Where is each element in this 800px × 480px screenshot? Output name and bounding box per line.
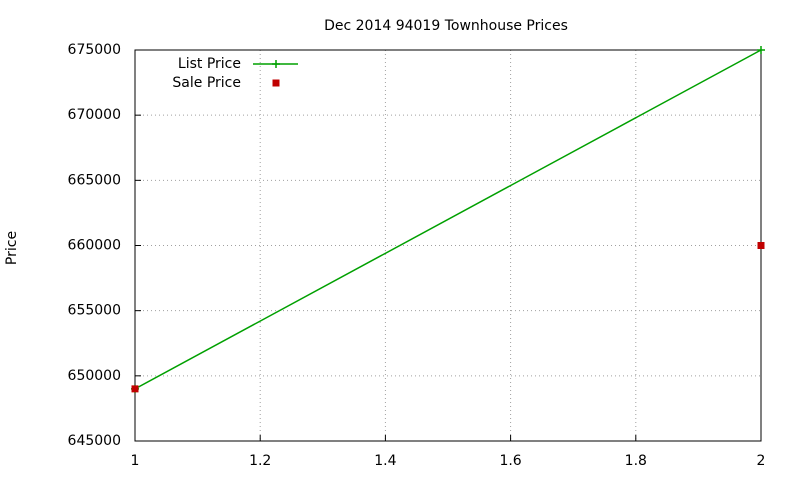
series-line <box>134 49 762 390</box>
y-tick-label: 675000 <box>68 42 121 58</box>
point <box>757 46 765 54</box>
y-tick-label: 670000 <box>68 107 121 123</box>
legend-swatch <box>272 60 280 68</box>
y-axis-label: Price <box>4 231 20 265</box>
legend-label: Sale Price <box>172 75 241 91</box>
chart-title: Dec 2014 94019 Townhouse Prices <box>324 18 568 34</box>
x-tick-label: 2 <box>757 453 766 469</box>
y-tick-label: 645000 <box>68 433 121 449</box>
y-tick-label: 665000 <box>68 172 121 188</box>
x-tick-label: 1.6 <box>499 453 521 469</box>
y-tick-label: 650000 <box>68 368 121 384</box>
point <box>131 385 139 393</box>
legend-label: List Price <box>178 56 241 72</box>
legend-swatch <box>272 79 280 87</box>
y-tick-label: 660000 <box>68 238 121 254</box>
point <box>757 242 765 249</box>
x-tick-label: 1.2 <box>249 453 271 469</box>
x-tick-label: 1.8 <box>625 453 647 469</box>
y-tick-label: 655000 <box>68 303 121 319</box>
x-tick-label: 1 <box>131 453 140 469</box>
x-tick-label: 1.4 <box>374 453 396 469</box>
